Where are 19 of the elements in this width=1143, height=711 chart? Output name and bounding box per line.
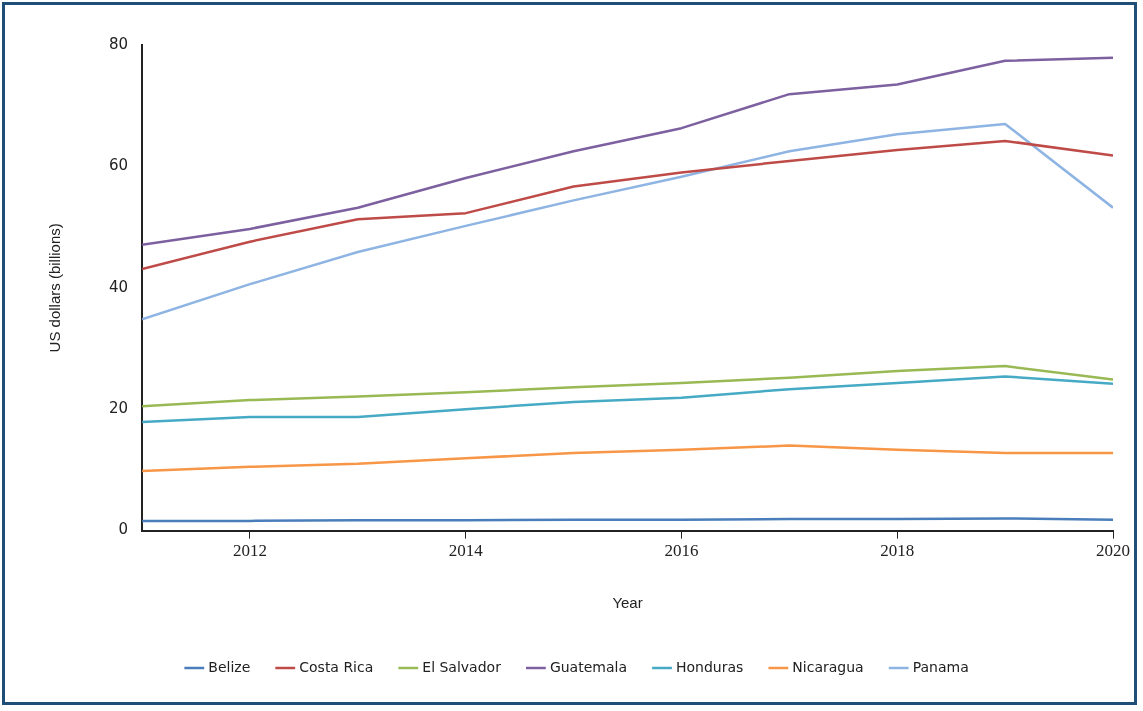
y-tick-label: 20 — [108, 399, 129, 418]
legend-label: El Salvador — [422, 658, 502, 675]
y-tick-label: 80 — [108, 34, 129, 53]
y-tick-label: 40 — [108, 277, 129, 296]
legend-label: Nicaragua — [792, 658, 864, 675]
y-tick-label: 60 — [108, 156, 129, 175]
y-axis-title: US dollars (billions) — [46, 223, 64, 353]
legend-label: Panama — [912, 658, 969, 675]
legend-label: Guatemala — [549, 658, 627, 675]
x-tick-label: 2018 — [880, 541, 915, 561]
legend-label: Honduras — [675, 658, 744, 675]
x-tick-label: 2020 — [1096, 541, 1130, 561]
x-axis-title: Year — [612, 594, 643, 612]
legend-label: Belize — [208, 658, 251, 675]
x-tick-label: 2016 — [664, 541, 699, 561]
y-tick-label: 0 — [118, 520, 129, 539]
x-tick-label: 2012 — [232, 541, 267, 561]
legend-label: Costa Rica — [299, 658, 374, 675]
x-tick-label: 2014 — [448, 541, 484, 561]
